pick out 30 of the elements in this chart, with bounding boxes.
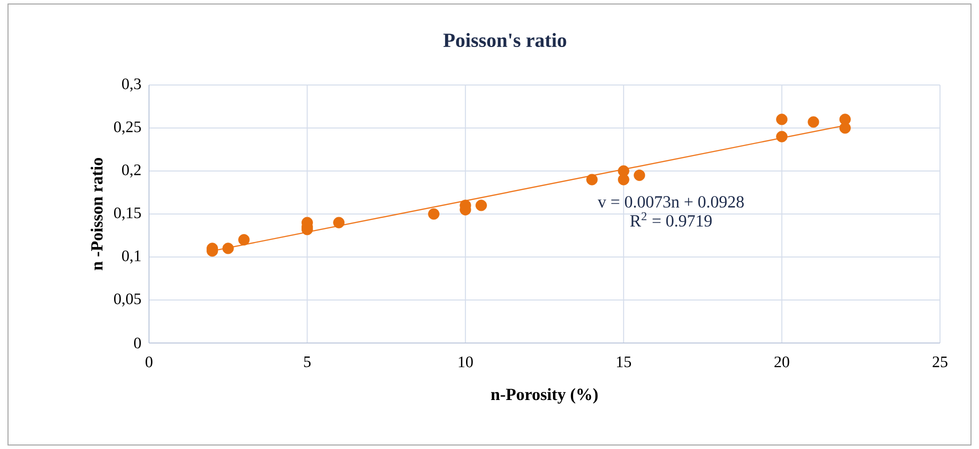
point: [839, 122, 851, 134]
x-axis-title: n-Porosity (%): [491, 388, 598, 404]
point: [586, 174, 598, 186]
x-tick-label: 5: [304, 356, 311, 368]
x-tick-label: 0: [146, 356, 152, 368]
point: [476, 200, 487, 212]
point: [222, 242, 234, 254]
x-tick-label: 15: [617, 356, 631, 368]
y-tick-label: 0: [134, 338, 141, 348]
y-tick-label: 0,1: [122, 250, 141, 264]
point: [776, 130, 788, 142]
y-axis-title: n -Poisson ratio: [90, 158, 103, 270]
y-tick-label: 0,3: [122, 78, 141, 92]
y-tick-label: 0,15: [114, 207, 141, 221]
y-tick-label: 0,2: [122, 164, 141, 178]
annotation: v = 0.0073n + 0.0928: [598, 196, 744, 208]
y-tick-label: 0,25: [114, 121, 141, 135]
point: [428, 208, 440, 220]
point: [776, 114, 788, 126]
point: [808, 116, 820, 128]
point: [238, 234, 250, 246]
point: [634, 170, 646, 181]
point: [618, 174, 630, 186]
x-tick-label: 25: [932, 356, 948, 368]
point: [333, 216, 345, 228]
y-tick-label: 0,05: [114, 293, 141, 307]
chart-title: Poisson's ratio: [443, 32, 566, 48]
x-tick-label: 10: [458, 356, 473, 368]
annotation: R$^{2}$ = 0.9719: [630, 212, 712, 227]
x-tick-label: 20: [774, 356, 790, 368]
